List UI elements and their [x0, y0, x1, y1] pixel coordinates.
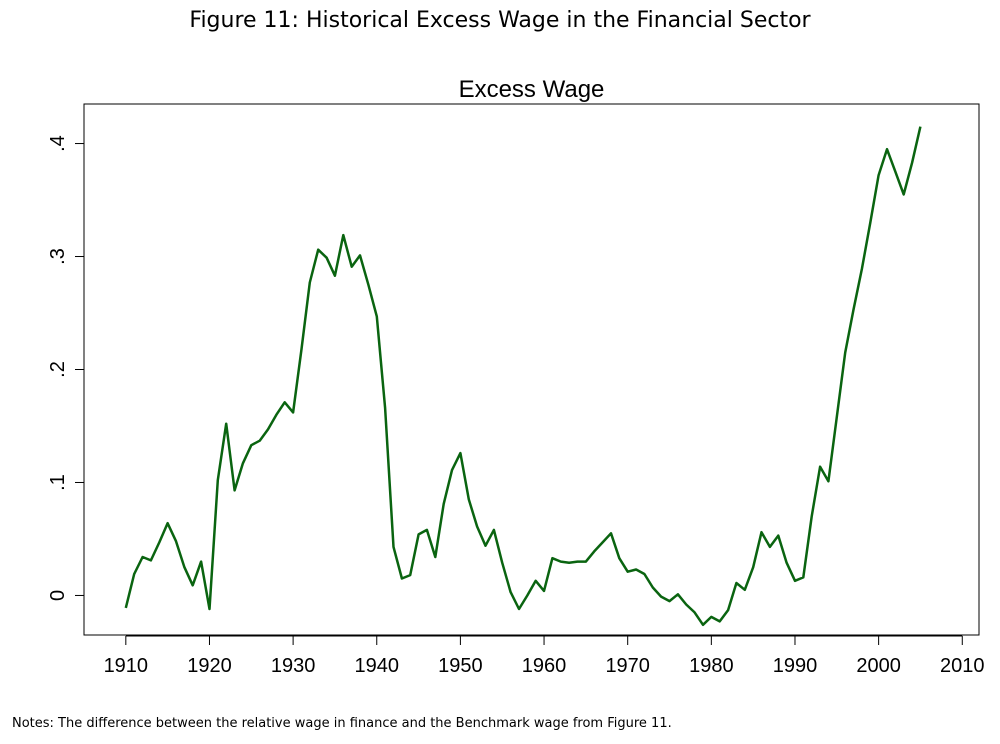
y-tick-label: 0 — [47, 590, 69, 601]
y-tick-label: .1 — [47, 474, 69, 491]
x-tick-label: 1940 — [355, 655, 400, 677]
x-tick-label: 1970 — [605, 655, 650, 677]
plot-area-frame — [83, 103, 980, 636]
figure-notes: Notes: The difference between the relati… — [12, 716, 672, 731]
x-tick-label: 2010 — [940, 655, 985, 677]
x-tick-label: 1920 — [187, 655, 232, 677]
excess-wage-line — [124, 126, 922, 627]
y-axis: 0 .1 .2 .3 .4 — [47, 135, 84, 601]
x-tick-label: 1910 — [104, 655, 149, 677]
x-tick-label: 1990 — [773, 655, 818, 677]
y-tick-label: .3 — [47, 248, 69, 265]
x-tick-label: 1950 — [438, 655, 483, 677]
x-tick-label: 1930 — [271, 655, 316, 677]
x-tick-label: 2000 — [856, 655, 901, 677]
y-tick-label: .4 — [47, 135, 69, 152]
figure-title: Figure 11: Historical Excess Wage in the… — [189, 8, 811, 33]
y-tick-label: .2 — [47, 361, 69, 378]
chart-title: Excess Wage — [459, 76, 605, 103]
x-tick-label: 1980 — [689, 655, 734, 677]
x-axis: 1910 1920 1930 1940 1950 1960 1970 1980 1990 2000… — [104, 635, 985, 677]
x-tick-label: 1960 — [522, 655, 567, 677]
